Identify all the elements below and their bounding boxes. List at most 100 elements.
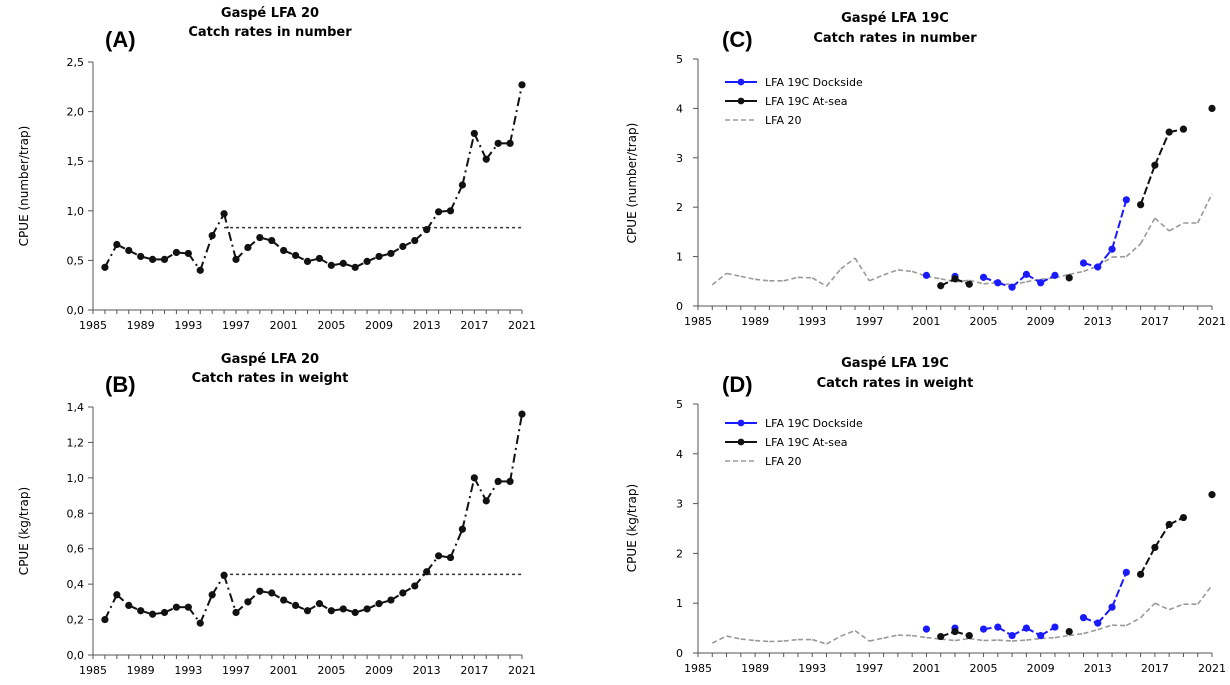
x-tick-label: 1989 [127, 664, 155, 677]
lfa-20-segment [854, 257, 871, 282]
lfa-20-segment [954, 637, 970, 642]
series-segment [199, 594, 214, 624]
lfa-20-segment [840, 629, 856, 637]
panel-letter: (A) [105, 27, 136, 52]
series-point [506, 139, 514, 147]
y-axis-label: CPUE (kg/trap) [625, 484, 639, 572]
panel-title-line: Catch rates in weight [192, 371, 349, 386]
series-point [256, 233, 264, 242]
x-tick-label: 1997 [855, 662, 883, 675]
series-point [172, 248, 181, 257]
lfa-20-segment [869, 637, 884, 642]
y-tick-label: 1,5 [67, 155, 85, 168]
x-tick-label: 2021 [508, 664, 536, 677]
lfa-20-segment [897, 269, 913, 273]
x-tick-label: 2017 [1141, 662, 1169, 675]
series-segment [461, 477, 476, 530]
lfa-19c-dockside-point [1094, 263, 1102, 271]
lfa-19c-at-sea-segment [1139, 546, 1156, 575]
x-tick-label: 2001 [912, 315, 940, 328]
series-point [327, 607, 335, 615]
lfa-19c-dockside-point [994, 623, 1002, 631]
lfa-19c-dockside-point [979, 273, 988, 281]
lfa-20-segment [1026, 278, 1041, 283]
lfa-19c-dockside-segment [1096, 248, 1113, 268]
lfa-20-segment [883, 634, 899, 639]
series-point [351, 263, 359, 271]
lfa-20-segment [1168, 603, 1184, 611]
panel-title-line: Gaspé LFA 19C [841, 356, 949, 371]
lfa-19c-at-sea-point [937, 282, 945, 290]
legend-label-lfa-19c-at-sea: LFA 19C At-sea [765, 436, 848, 449]
series-point [363, 257, 371, 265]
series-point [268, 589, 276, 597]
series-point [291, 601, 300, 610]
lfa-20-segment [1054, 634, 1070, 639]
series-point [148, 610, 157, 618]
panel-d: (D) Gaspé LFA 19C Catch rates in weight CPU… [625, 356, 1226, 675]
lfa-19c-at-sea-point [1151, 161, 1159, 169]
lfa-19c-at-sea-point [965, 280, 973, 288]
lfa-19c-dockside-point [922, 625, 931, 633]
series-point [280, 596, 288, 604]
lfa-19c-dockside-point [994, 279, 1002, 287]
series-point [423, 568, 431, 576]
lfa-20-segment [1197, 193, 1213, 224]
series-segment [509, 413, 523, 482]
series-point [280, 246, 288, 255]
legend-marker-lfa-19c-dockside [737, 78, 745, 86]
x-tick-label: 2009 [365, 664, 393, 677]
lfa-20-segment [726, 635, 741, 640]
series-point [208, 232, 216, 240]
lfa-20-segment [1040, 277, 1056, 281]
x-tick-label: 1989 [127, 319, 155, 332]
series-point [125, 246, 133, 255]
lfa-20-segment [1125, 243, 1142, 258]
series-point [137, 252, 145, 261]
lfa-20-segment [1012, 639, 1027, 642]
x-tick-label: 1997 [855, 315, 883, 328]
y-tick-label: 0,5 [67, 254, 85, 267]
x-tick-label: 2017 [460, 319, 488, 332]
series-point [375, 600, 383, 608]
series-segment [449, 528, 464, 558]
lfa-20-segment [755, 278, 770, 282]
lfa-20-segment [1197, 584, 1213, 605]
x-tick-label: 2005 [970, 662, 998, 675]
x-tick-label: 1985 [684, 315, 712, 328]
series-point [113, 240, 121, 249]
legend-label-lfa-20: LFA 20 [765, 114, 801, 127]
lfa-19c-at-sea-point [965, 631, 973, 640]
legend-marker-lfa-19c-dockside [737, 419, 745, 427]
lfa-19c-at-sea-point [1137, 570, 1145, 578]
lfa-20-segment [1140, 602, 1156, 619]
lfa-20-segment [1125, 616, 1142, 627]
lfa-20-segment [1069, 632, 1084, 637]
series-point [423, 226, 431, 234]
lfa-20-segment [1069, 270, 1084, 276]
series-point [101, 263, 109, 271]
y-tick-label: 4 [676, 448, 683, 461]
lfa-19c-at-sea-point [1208, 104, 1216, 112]
lfa-20-segment [997, 639, 1013, 642]
lfa-19c-dockside-segment [1111, 199, 1128, 250]
series-point [148, 255, 157, 264]
y-tick-label: 1 [676, 597, 683, 610]
series-point [220, 210, 228, 218]
legend-label-lfa-19c-at-sea: LFA 19C At-sea [765, 95, 848, 108]
lfa-19c-at-sea-segment [1153, 131, 1171, 166]
series-segment [473, 477, 488, 502]
series-point [399, 242, 407, 251]
x-tick-label: 2009 [1027, 662, 1055, 675]
lfa-19c-at-sea-segment [1139, 164, 1156, 206]
lfa-19c-dockside-point [1122, 196, 1130, 204]
lfa-20-segment [811, 277, 827, 287]
lfa-19c-dockside-point [1079, 259, 1088, 267]
y-tick-label: 1 [676, 251, 683, 264]
lfa-20-segment [854, 629, 870, 642]
series-point [434, 552, 443, 560]
series-point [184, 249, 192, 258]
series-segment [211, 574, 225, 596]
series-point [160, 608, 169, 617]
lfa-19c-dockside-point [1037, 631, 1045, 640]
